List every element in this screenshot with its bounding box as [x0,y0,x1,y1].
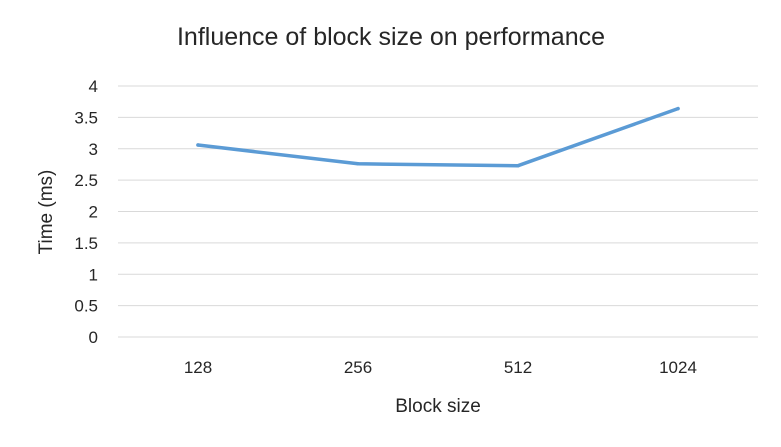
data-point [356,162,360,166]
x-tick-label: 512 [504,358,532,377]
y-tick-label: 0.5 [74,297,98,316]
y-tick-label: 3.5 [74,108,98,127]
x-tick-label: 128 [184,358,212,377]
data-point [516,163,520,168]
series-group [196,106,680,168]
y-tick-label: 2.5 [74,171,98,190]
y-tick-label: 1.5 [74,234,98,253]
data-point [676,106,680,111]
chart-title: Influence of block size on performance [177,23,605,51]
y-tick-label: 0 [89,328,98,347]
y-tick-label: 1 [89,265,98,284]
y-axis-label: Time (ms) [36,170,57,255]
data-point [196,143,200,147]
y-tick-label: 2 [89,203,98,222]
gridlines [118,85,758,338]
x-tick-label: 1024 [659,358,697,377]
y-tick-label: 4 [89,77,98,96]
x-tick-label: 256 [344,358,372,377]
y-axis-ticks: 0 0.5 1 1.5 2 2.5 3 3.5 4 [74,77,98,347]
y-tick-label: 3 [89,140,98,159]
series-line-0 [196,106,680,168]
x-axis-ticks: 128 256 512 1024 [184,358,697,377]
x-axis-label: Block size [395,396,481,417]
